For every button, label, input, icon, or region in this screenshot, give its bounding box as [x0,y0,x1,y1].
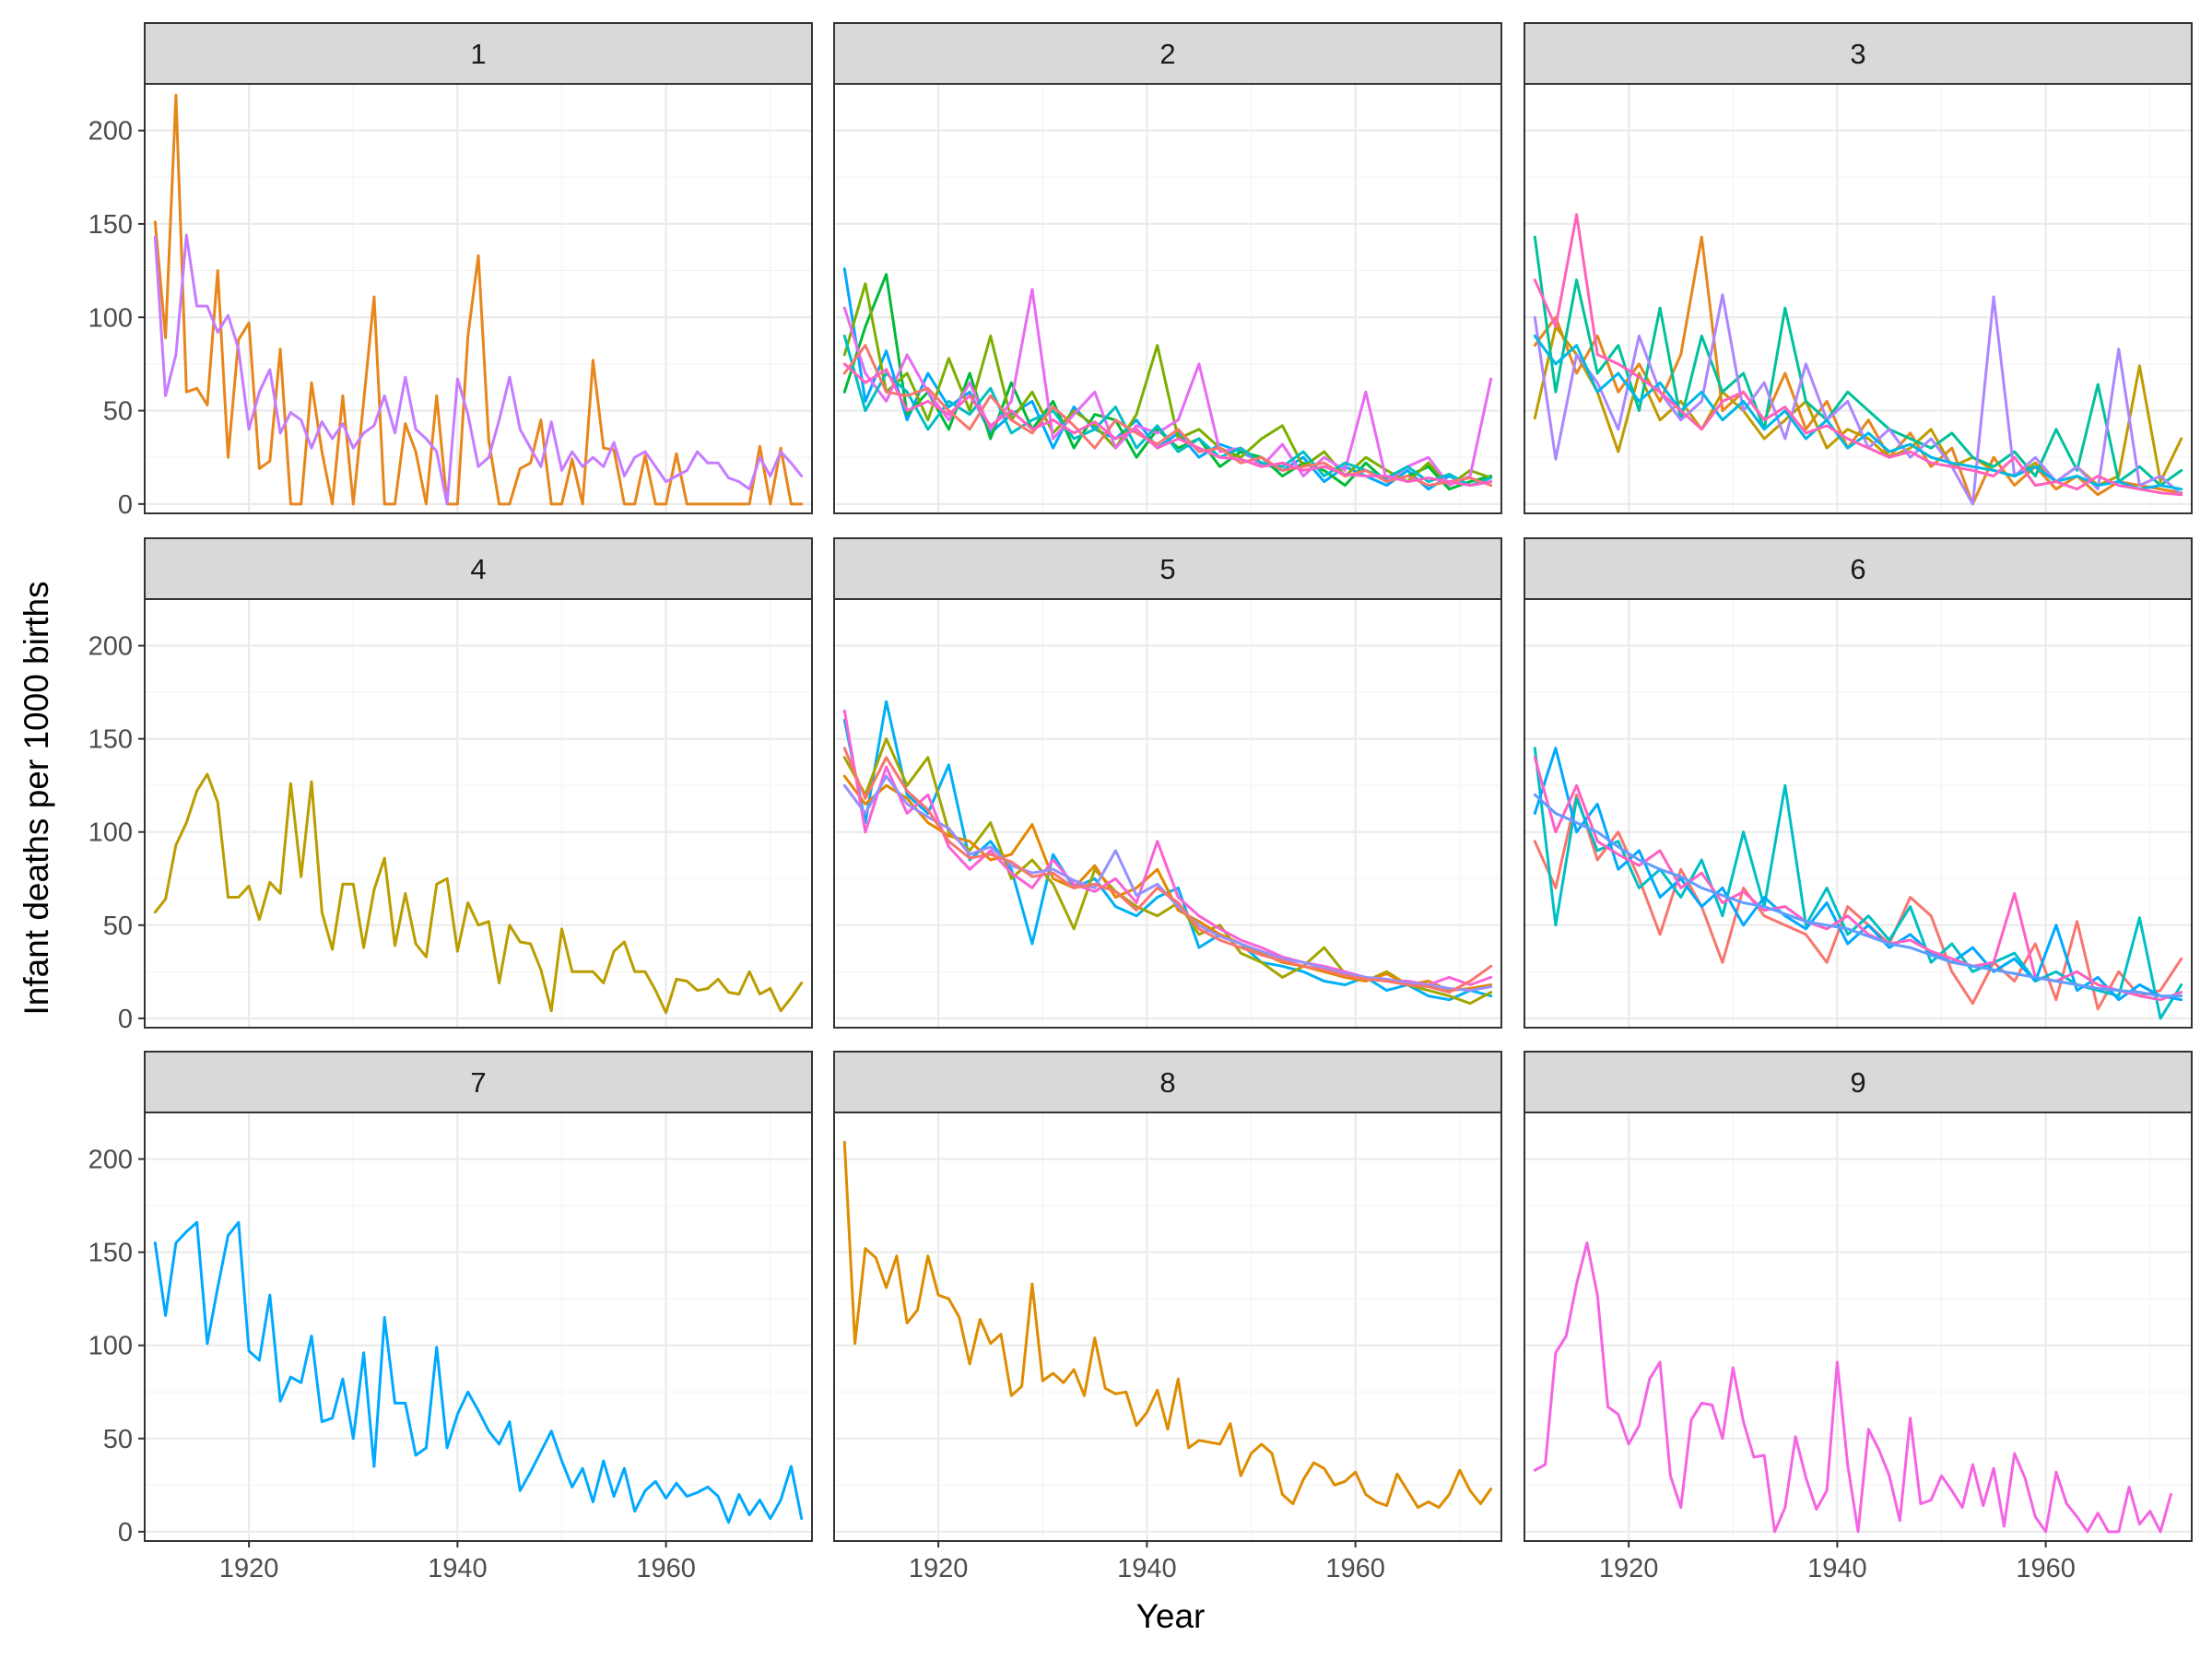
facet-strip [1524,537,2193,600]
y-tick-label: 150 [88,725,133,755]
y-tick-label: 50 [103,912,133,941]
series-line-e5_3 [842,774,1493,993]
series-line-e5_2 [842,737,1493,1006]
y-tick-label: 100 [88,818,133,848]
series-line-c2_6 [842,344,1493,488]
panel-background [1524,1112,2192,1541]
facet-panel-2: 2 [833,22,1502,514]
y-tick-label: 100 [88,1332,133,1361]
y-tick-label: 200 [88,1146,133,1175]
y-tick-label: 0 [118,1518,133,1547]
series-line-b [153,233,804,506]
facet-panel-3: 3 [1524,22,2193,514]
x-tick-label: 1960 [636,1554,696,1583]
series-line-f6_4 [1533,756,2183,1002]
facet-strip-label: 6 [1850,553,1865,585]
panel-border [833,83,1502,514]
series-line-c2_7 [842,362,1493,488]
series-line-e5_6 [842,747,1493,994]
x-tick-label: 1940 [1807,1554,1867,1583]
series-line-f6_5 [1533,793,2183,998]
facet-strip-label: 9 [1850,1066,1865,1099]
panel-background [834,84,1501,513]
facet-panel-8: 8 1920 1940 1960 [833,1051,1502,1583]
facet-strip [144,537,813,600]
series-line-a [153,93,804,506]
facet-strip [1524,22,2193,85]
facet-strip-label: 3 [1850,38,1865,70]
facet-strip [833,537,1502,600]
facet-strip-label: 7 [470,1066,486,1099]
panel-background [834,599,1501,1028]
facet-strip [1524,1051,2193,1113]
panel-border [144,83,813,514]
facet-panel-1: 1 0 50 100 150 200 [88,22,813,520]
x-tick-label: 1960 [1325,1554,1385,1583]
panel-border [1524,598,2193,1029]
x-tick-label: 1920 [1599,1554,1659,1583]
panel-border [833,1112,1502,1542]
panels-layer: 1 0 50 100 150 200 2 3 4 0 50 100 150 200 5 6 7 0 50 100 150… [88,22,2193,1583]
y-tick-label: 150 [88,1239,133,1268]
facet-panel-7: 7 0 50 100 150 200 1920 1940 1960 [88,1051,813,1583]
panel-border [144,598,813,1029]
x-axis-title: Year [1136,1597,1206,1635]
series-line-g7 [153,1220,804,1524]
facet-strip-label: 2 [1159,38,1175,70]
panel-border [144,1112,813,1542]
series-line-c3_3 [1533,235,2183,488]
x-tick-label: 1940 [428,1554,488,1583]
panel-border [1524,83,2193,514]
facet-strip-label: 1 [470,38,486,70]
panel-background [145,84,812,513]
y-tick-label: 0 [118,1005,133,1034]
series-line-c3_5 [1533,335,2183,491]
panel-background [1524,84,2192,513]
series-line-h8 [842,1140,1493,1510]
series-line-f6_1 [1533,793,2183,1011]
series-line-d4 [153,772,804,1015]
panel-border [1524,1112,2193,1542]
series-line-c3_4 [1533,293,2183,506]
facet-panel-6: 6 [1524,537,2193,1029]
y-tick-label: 0 [118,490,133,520]
facet-panel-5: 5 [833,537,1502,1029]
facet-panel-4: 4 0 50 100 150 200 [88,537,813,1034]
panel-background [145,599,812,1028]
y-tick-label: 50 [103,1425,133,1454]
y-axis-title: Infant deaths per 1000 births [18,581,55,1015]
panel-background [145,1112,812,1541]
series-line-i9 [1533,1241,2172,1534]
series-line-c3_6 [1533,213,2183,497]
facet-strip-label: 4 [470,553,486,585]
panel-border [833,598,1502,1029]
panel-background [834,1112,1501,1541]
facet-strip-label: 5 [1159,553,1175,585]
y-tick-label: 50 [103,397,133,427]
series-line-f6_3 [1533,747,2183,1002]
x-tick-label: 1920 [909,1554,969,1583]
y-tick-label: 150 [88,210,133,240]
facet-strip-label: 8 [1159,1066,1175,1099]
y-tick-label: 200 [88,117,133,147]
x-tick-label: 1960 [2016,1554,2076,1583]
x-tick-label: 1920 [219,1554,279,1583]
y-tick-label: 100 [88,303,133,333]
facet-strip [144,22,813,85]
panel-background [1524,599,2192,1028]
x-tick-label: 1940 [1117,1554,1177,1583]
facet-strip [833,22,1502,85]
y-tick-label: 200 [88,632,133,662]
facet-panel-9: 9 1920 1940 1960 [1524,1051,2193,1583]
